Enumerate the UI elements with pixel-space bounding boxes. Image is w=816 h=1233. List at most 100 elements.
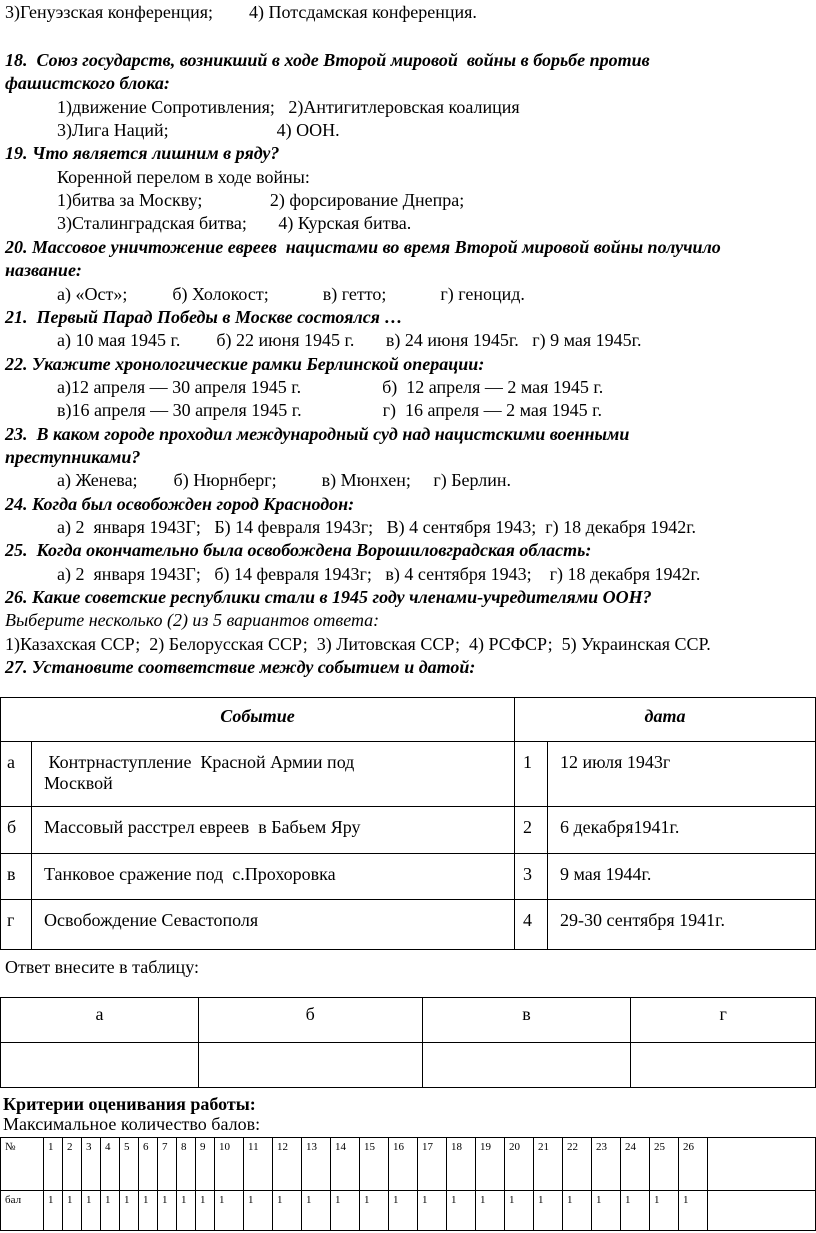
points-value: 1 bbox=[446, 1190, 476, 1231]
points-value: 1 bbox=[157, 1190, 177, 1231]
points-value: 1 bbox=[417, 1190, 447, 1231]
option-line: 1)битва за Москву; 2) форсирование Днепр… bbox=[57, 190, 465, 211]
max-label: Максимальное количество балов: bbox=[3, 1114, 261, 1134]
answer-cell[interactable] bbox=[421, 1042, 632, 1088]
points-value: 1 bbox=[176, 1190, 196, 1231]
table-row: б Массовый расстрел евреев в Бабьем Яру 2 6… bbox=[0, 806, 816, 854]
date-cell: 6 декабря1941г. bbox=[547, 806, 816, 854]
question-number: 3 bbox=[81, 1137, 101, 1191]
question-number: 25 bbox=[649, 1137, 679, 1191]
text-line: Выберите несколько (2) из 5 вариантов от… bbox=[5, 610, 380, 631]
question-number: 13 bbox=[301, 1137, 331, 1191]
event-cell: Массовый расстрел евреев в Бабьем Яру bbox=[31, 806, 515, 854]
row-number: 3 bbox=[514, 853, 548, 900]
points-value: 1 bbox=[475, 1190, 505, 1231]
question-line: фашистского блока: bbox=[5, 73, 170, 94]
question-number: 10 bbox=[214, 1137, 244, 1191]
question-line: 26. Какие советские республики стали в 1… bbox=[5, 587, 652, 608]
question-line: 25. Когда окончательно была освобождена … bbox=[5, 540, 592, 561]
table-row: в Танковое сражение под с.Прохоровка 3 9 ма… bbox=[0, 853, 816, 900]
points-value: 1 bbox=[330, 1190, 360, 1231]
question-number: 11 bbox=[243, 1137, 273, 1191]
number-label: № bbox=[0, 1137, 44, 1191]
date-cell: 29-30 сентября 1941г. bbox=[547, 899, 816, 950]
header-date: дата bbox=[514, 697, 816, 742]
answer-cell[interactable] bbox=[630, 1042, 816, 1088]
question-line: преступниками? bbox=[5, 446, 141, 467]
matching-table: Событие дата а Контрнаступление Красной … bbox=[0, 697, 816, 950]
points-value: 1 bbox=[119, 1190, 139, 1231]
points-value: 1 bbox=[43, 1190, 63, 1231]
question-number: 23 bbox=[591, 1137, 621, 1191]
date-cell: 9 мая 1944г. bbox=[547, 853, 816, 900]
question-number: 9 bbox=[195, 1137, 215, 1191]
option-line: а) «Ост»; б) Холокост; в) гетто; г) гено… bbox=[57, 283, 525, 304]
question-number: 4 bbox=[100, 1137, 120, 1191]
answer-label: Ответ внесите в таблицу: bbox=[5, 957, 199, 977]
points-value: 1 bbox=[195, 1190, 215, 1231]
points-value: 1 bbox=[620, 1190, 650, 1231]
answer-header: а bbox=[0, 997, 199, 1043]
points-value: 1 bbox=[562, 1190, 592, 1231]
question-number: 17 bbox=[417, 1137, 447, 1191]
question-number: 1 bbox=[43, 1137, 63, 1191]
question-line: 24. Когда был освобожден город Краснодон… bbox=[5, 493, 355, 514]
question-number: 22 bbox=[562, 1137, 592, 1191]
row-letter: б bbox=[0, 806, 32, 854]
question-number: 21 bbox=[533, 1137, 563, 1191]
points-value: 1 bbox=[533, 1190, 563, 1231]
question-number: 12 bbox=[272, 1137, 302, 1191]
header-event: Событие bbox=[0, 697, 515, 742]
option-line: а) 10 мая 1945 г. б) 22 июня 1945 г. в) … bbox=[57, 330, 642, 351]
question-number: 24 bbox=[620, 1137, 650, 1191]
row-number: 1 bbox=[514, 741, 548, 807]
empty-cell bbox=[707, 1137, 816, 1191]
points-value: 1 bbox=[100, 1190, 120, 1231]
points-value: 1 bbox=[359, 1190, 389, 1231]
row-letter: г bbox=[0, 899, 32, 950]
points-value: 1 bbox=[81, 1190, 101, 1231]
row-letter: а bbox=[0, 741, 32, 807]
question-number: 14 bbox=[330, 1137, 360, 1191]
points-label: бал bbox=[0, 1190, 44, 1231]
question-number: 16 bbox=[388, 1137, 418, 1191]
question-number: 20 bbox=[504, 1137, 534, 1191]
answer-header: б bbox=[197, 997, 423, 1043]
answer-header: г bbox=[630, 997, 816, 1043]
text-line: 1)Казахская ССР; 2) Белорусская ССР; 3) … bbox=[5, 633, 711, 654]
question-number: 26 bbox=[678, 1137, 708, 1191]
empty-cell bbox=[707, 1190, 816, 1231]
answer-header: в bbox=[421, 997, 632, 1043]
question-number: 19 bbox=[475, 1137, 505, 1191]
question-line: 22. Укажите хронологические рамки Берлин… bbox=[5, 353, 485, 374]
option-line: 3)Лига Наций; 4) ООН. bbox=[57, 120, 340, 141]
option-line: а)12 апреля — 30 апреля 1945 г. б) 12 ап… bbox=[57, 376, 604, 397]
question-number: 15 bbox=[359, 1137, 389, 1191]
event-cell: Танковое сражение под с.Прохоровка bbox=[31, 853, 515, 900]
question-line: 19. Что является лишним в ряду? bbox=[5, 143, 280, 164]
points-value: 1 bbox=[678, 1190, 708, 1231]
row-number: 2 bbox=[514, 806, 548, 854]
question-line: 23. В каком городе проходил международны… bbox=[5, 423, 630, 444]
points-value: 1 bbox=[62, 1190, 82, 1231]
points-value: 1 bbox=[243, 1190, 273, 1231]
event-cell: Контрнаступление Красной Армии под Москв… bbox=[31, 741, 515, 807]
answer-cell[interactable] bbox=[0, 1042, 199, 1088]
question-number: 6 bbox=[138, 1137, 158, 1191]
points-value: 1 bbox=[388, 1190, 418, 1231]
points-value: 1 bbox=[591, 1190, 621, 1231]
question-line: 20. Массовое уничтожение евреев нацистам… bbox=[5, 236, 721, 257]
row-number: 4 bbox=[514, 899, 548, 950]
question-number: 2 bbox=[62, 1137, 82, 1191]
question-line: 21. Первый Парад Победы в Москве состоял… bbox=[5, 306, 403, 327]
question-number: 7 bbox=[157, 1137, 177, 1191]
option-line: в)16 апреля — 30 апреля 1945 г. г) 16 ап… bbox=[57, 400, 603, 421]
option-line: а) 2 января 1943Г; б) 14 февраля 1943г; … bbox=[57, 563, 701, 584]
question-number: 5 bbox=[119, 1137, 139, 1191]
question-line: название: bbox=[5, 260, 82, 281]
question-line: 27. Установите соответствие между событи… bbox=[5, 657, 476, 678]
question-number: 18 bbox=[446, 1137, 476, 1191]
score-table: № 1 2 3 4 5 6 7 8 9 10 11 12 13 14 15 16 17 18 19 20 21 22 23 24… bbox=[0, 1137, 816, 1231]
points-value: 1 bbox=[504, 1190, 534, 1231]
answer-cell[interactable] bbox=[197, 1042, 423, 1088]
